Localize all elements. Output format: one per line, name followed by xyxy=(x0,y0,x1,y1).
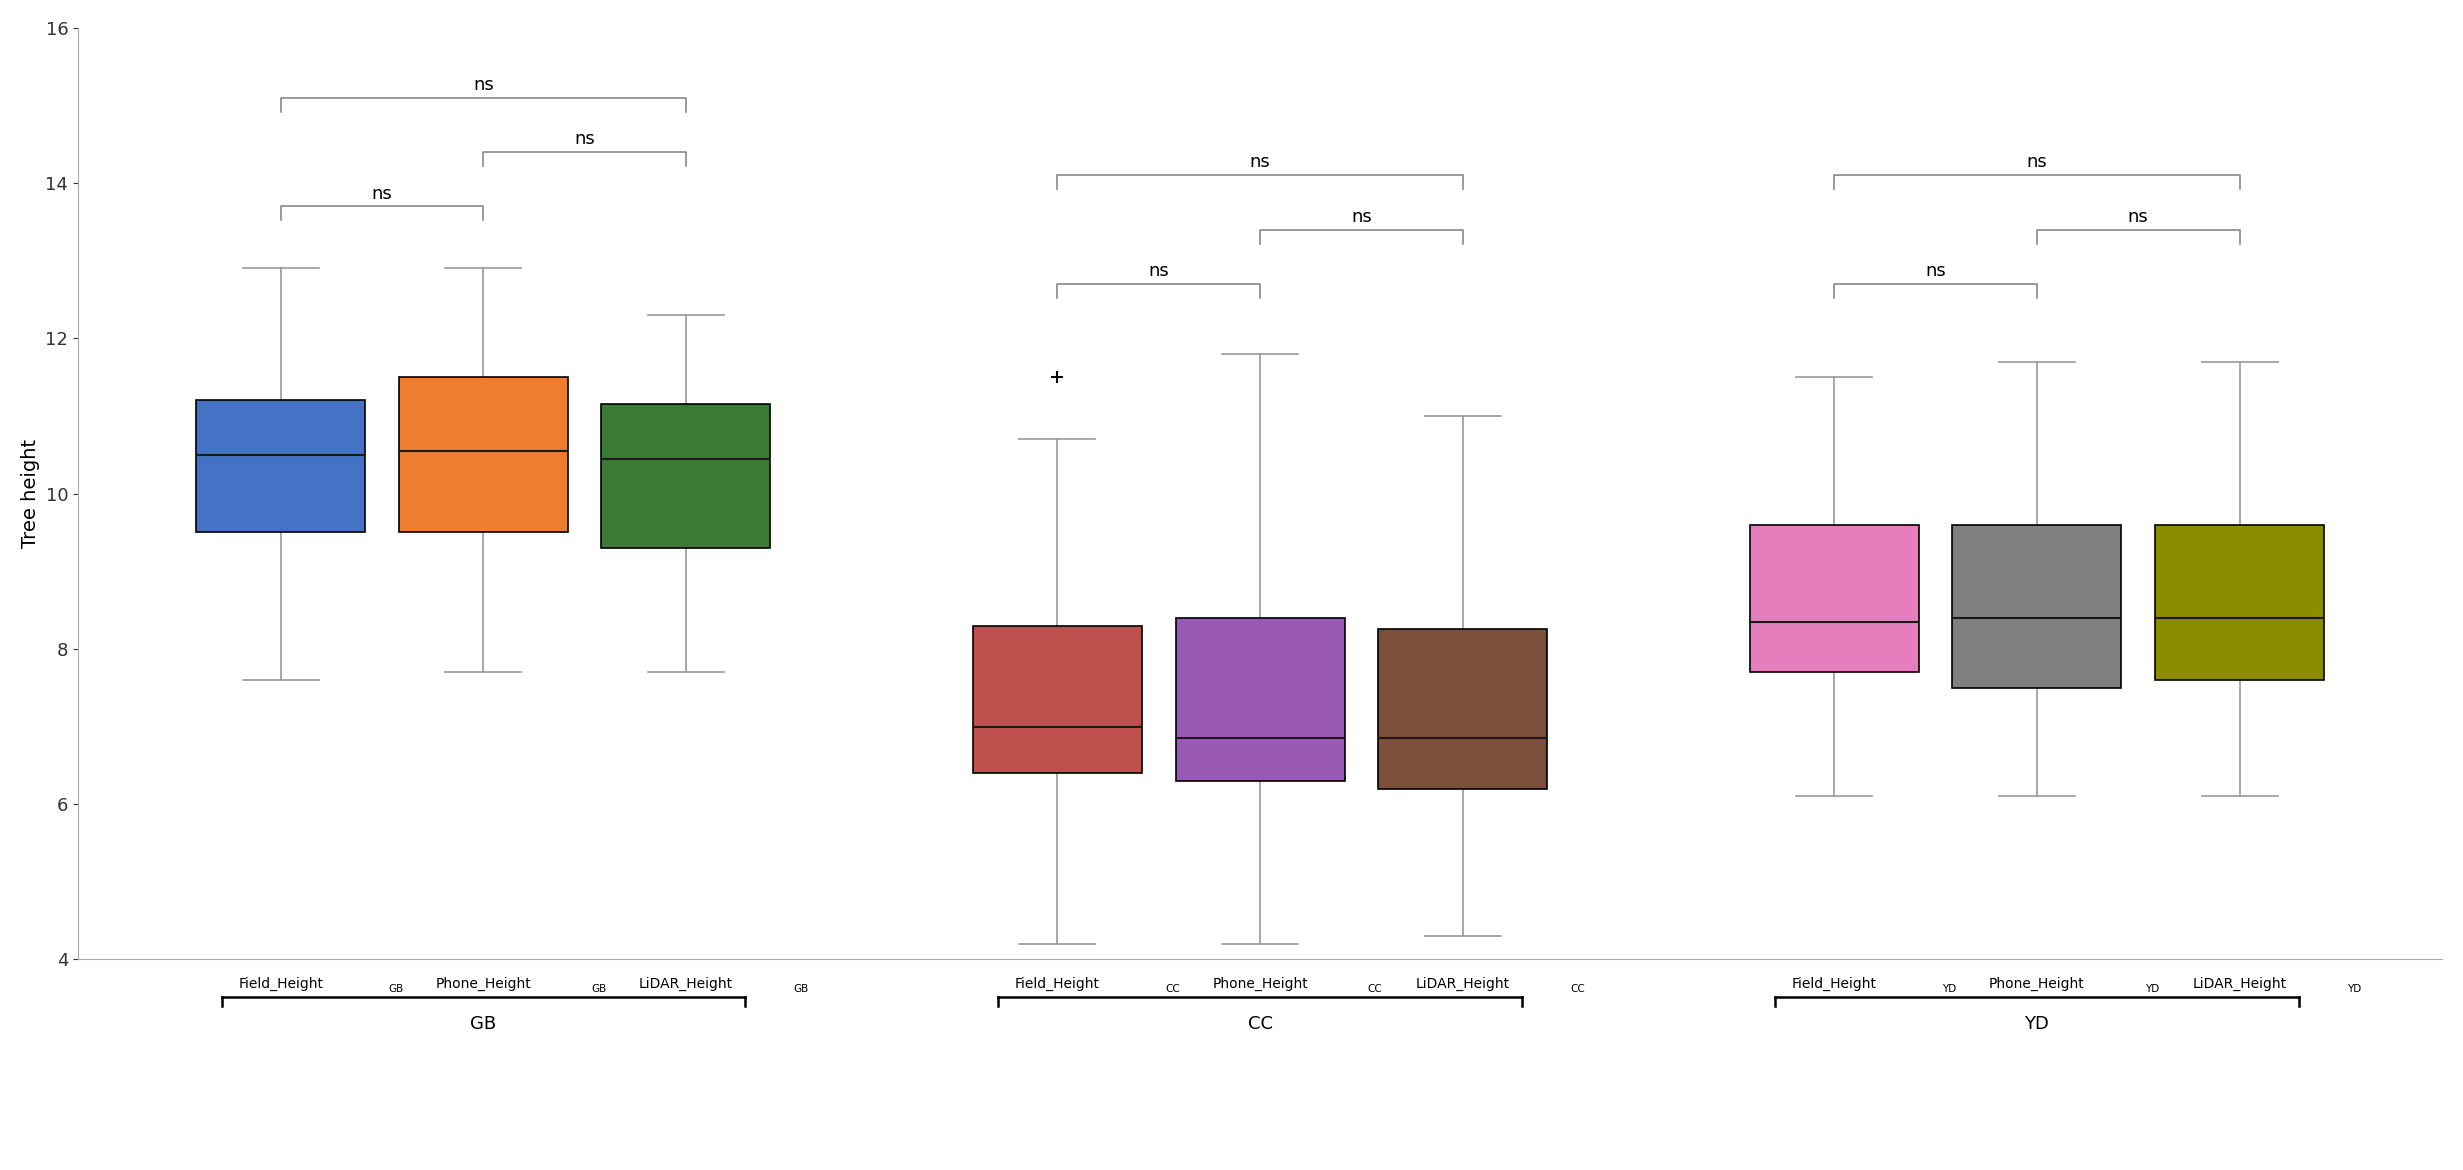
Y-axis label: Tree height: Tree height xyxy=(20,439,39,549)
Text: CC: CC xyxy=(1249,1016,1273,1033)
Text: YD: YD xyxy=(2145,984,2160,994)
Text: Field_Height: Field_Height xyxy=(1791,977,1877,991)
Text: GB: GB xyxy=(470,1016,498,1033)
Bar xyxy=(1379,629,1547,789)
Text: GB: GB xyxy=(389,984,404,994)
Text: CC: CC xyxy=(1367,984,1382,994)
Text: Phone_Height: Phone_Height xyxy=(1212,977,1308,991)
Text: Field_Height: Field_Height xyxy=(1015,977,1101,991)
Text: GB: GB xyxy=(591,984,606,994)
Bar xyxy=(2155,524,2325,680)
Text: ns: ns xyxy=(372,185,392,202)
Bar xyxy=(1749,524,1919,673)
Text: CC: CC xyxy=(1571,984,1586,994)
Text: ns: ns xyxy=(1148,262,1170,280)
Bar xyxy=(399,377,566,532)
Text: ns: ns xyxy=(2027,153,2047,172)
Text: Phone_Height: Phone_Height xyxy=(436,977,532,991)
Text: YD: YD xyxy=(2347,984,2362,994)
Bar xyxy=(1953,524,2121,688)
Text: GB: GB xyxy=(793,984,808,994)
Bar xyxy=(197,400,365,532)
Text: ns: ns xyxy=(2128,208,2148,226)
Bar xyxy=(1175,618,1345,780)
Text: Phone_Height: Phone_Height xyxy=(1990,977,2084,991)
Bar xyxy=(601,405,771,548)
Text: ns: ns xyxy=(574,130,596,149)
Text: YD: YD xyxy=(1941,984,1956,994)
Bar xyxy=(973,626,1143,773)
Text: ns: ns xyxy=(1352,208,1372,226)
Text: LiDAR_Height: LiDAR_Height xyxy=(2192,977,2286,991)
Text: Field_Height: Field_Height xyxy=(239,977,323,991)
Text: LiDAR_Height: LiDAR_Height xyxy=(638,977,734,991)
Text: CC: CC xyxy=(1165,984,1180,994)
Text: ns: ns xyxy=(1249,153,1271,172)
Text: YD: YD xyxy=(2025,1016,2049,1033)
Text: LiDAR_Height: LiDAR_Height xyxy=(1416,977,1510,991)
Text: ns: ns xyxy=(1926,262,1946,280)
Text: ns: ns xyxy=(473,76,493,94)
